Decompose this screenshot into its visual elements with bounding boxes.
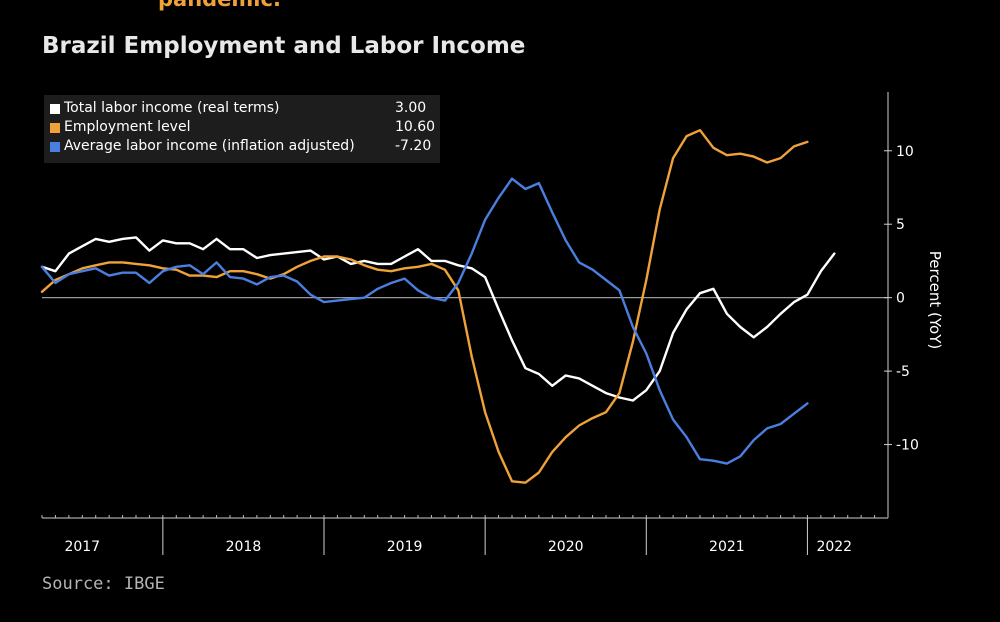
legend-entry-average-labor-income: Average labor income (inflation adjusted… [50, 138, 436, 156]
series-layer [40, 128, 836, 484]
y-tick-label: -10 [896, 438, 919, 454]
x-tick-label: 2022 [816, 539, 852, 555]
legend-entry-employment-level: Employment level 10.60 [50, 119, 436, 137]
x-tick-label: 2020 [548, 539, 584, 555]
y-tick-label: 10 [896, 144, 914, 160]
x-tick-label: 2019 [387, 539, 423, 555]
y-axis-label: Percent (YoY) [926, 251, 944, 349]
legend-value: -7.20 [395, 138, 432, 154]
chart-legend: Total labor income (real terms) 3.00 Emp… [44, 95, 440, 163]
y-tick-label: -5 [896, 364, 910, 380]
series-line-1 [40, 128, 809, 484]
legend-value: 10.60 [395, 119, 436, 135]
x-tick-label: 2017 [64, 539, 100, 555]
x-tick-label: 2018 [226, 539, 262, 555]
x-tick-label: 2021 [709, 539, 745, 555]
series-line-2 [40, 177, 809, 465]
headline-kicker: pandemic. [158, 0, 281, 11]
source-note: Source: IBGE [42, 574, 165, 594]
legend-entry-total-labor-income: Total labor income (real terms) 3.00 [50, 100, 436, 118]
y-tick-label: 5 [896, 217, 905, 233]
legend-label: Average labor income (inflation adjusted… [64, 138, 355, 154]
y-tick-label: 0 [896, 291, 905, 307]
legend-swatch [50, 123, 60, 133]
chart-title: Brazil Employment and Labor Income [42, 33, 526, 59]
legend-swatch [50, 104, 60, 114]
legend-swatch [50, 142, 60, 152]
series-line-0 [40, 236, 836, 402]
legend-label: Total labor income (real terms) [64, 100, 280, 116]
legend-value: 3.00 [395, 100, 427, 116]
legend-label: Employment level [64, 119, 191, 135]
axis-layer: -10 -5 0 5 10 2017 2018 2019 2020 2021 2022 [41, 92, 919, 555]
